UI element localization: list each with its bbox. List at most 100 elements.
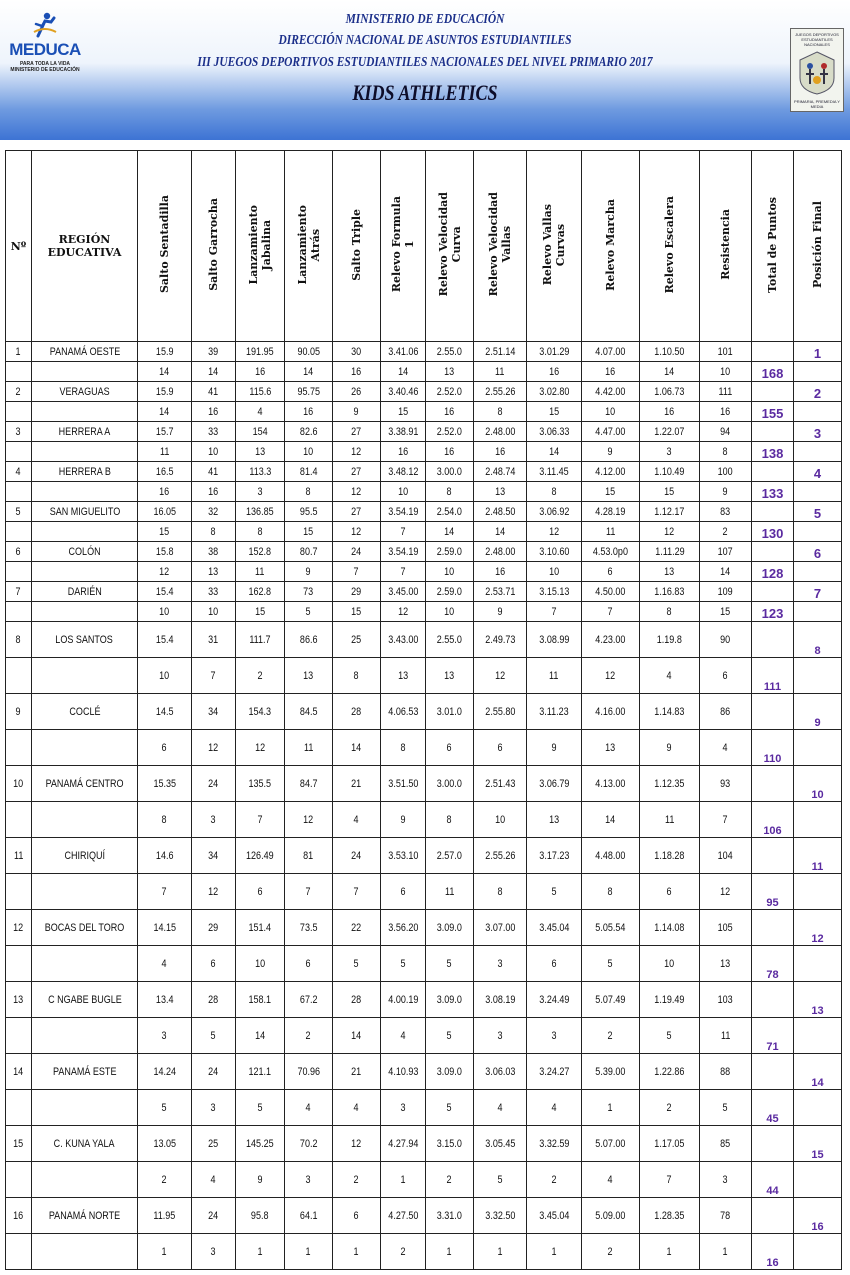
mark-cell: 84.7 <box>284 765 333 802</box>
points-cell: 6 <box>284 945 333 982</box>
points-cell: 13 <box>191 561 236 582</box>
mark-cell: 84.5 <box>284 693 333 730</box>
position-empty-cell <box>793 1161 842 1198</box>
points-cell: 13 <box>473 481 527 502</box>
mark-cell: 121.1 <box>235 1053 285 1090</box>
empty-cell <box>5 1017 32 1054</box>
mark-cell: 11.95 <box>137 1197 192 1234</box>
points-cell: 6 <box>380 873 426 910</box>
points-cell: 5 <box>526 873 582 910</box>
total-points: 155 <box>751 401 794 422</box>
mark-cell: 1.10.49 <box>639 461 700 482</box>
points-cell: 7 <box>699 801 752 838</box>
points-cell: 1 <box>699 1233 752 1270</box>
mark-cell: 3.24.27 <box>526 1053 582 1090</box>
points-row: 15 8 8 15 12 7 14 14 12 11 12 2 130 <box>5 521 842 542</box>
region-name: C NGABE BUGLE <box>31 981 138 1018</box>
region-name: COCLÉ <box>31 693 138 730</box>
mark-cell: 3.00.0 <box>425 765 474 802</box>
mark-cell: 3.41.06 <box>380 341 426 362</box>
points-cell: 5 <box>581 945 640 982</box>
points-cell: 4 <box>581 1161 640 1198</box>
points-cell: 5 <box>425 945 474 982</box>
points-cell: 6 <box>191 945 236 982</box>
points-row: 3 5 14 2 14 4 5 3 3 2 5 11 71 <box>5 1017 842 1054</box>
points-row: 8 3 7 12 4 9 8 10 13 14 11 7 106 <box>5 801 842 838</box>
region-number: 8 <box>5 621 32 658</box>
mark-cell: 29 <box>191 909 236 946</box>
points-row: 2 4 9 3 2 1 2 5 2 4 7 3 44 <box>5 1161 842 1198</box>
marks-row: 16 PANAMÁ NORTE 11.95 24 95.8 64.1 6 4.27.50 3.3… <box>5 1197 842 1234</box>
empty-cell <box>5 801 32 838</box>
mark-cell: 24 <box>191 1197 236 1234</box>
points-cell: 11 <box>639 801 700 838</box>
mark-cell: 111 <box>699 381 752 402</box>
mark-cell: 126.49 <box>235 837 285 874</box>
region-name: LOS SANTOS <box>31 621 138 658</box>
points-cell: 16 <box>137 481 192 502</box>
region-name: VERAGUAS <box>31 381 138 402</box>
points-cell: 3 <box>284 1161 333 1198</box>
marks-row: 8 LOS SANTOS 15.4 31 111.7 86.6 25 3.43.00 2.55.… <box>5 621 842 658</box>
empty-cell <box>5 561 32 582</box>
empty-cell <box>31 801 138 838</box>
points-cell: 10 <box>380 481 426 502</box>
points-cell: 12 <box>235 729 285 766</box>
points-cell: 10 <box>473 801 527 838</box>
region-name: PANAMÁ ESTE <box>31 1053 138 1090</box>
final-position: 5 <box>793 501 842 522</box>
region-number: 16 <box>5 1197 32 1234</box>
points-cell: 14 <box>137 361 192 382</box>
points-cell: 7 <box>639 1161 700 1198</box>
points-cell: 10 <box>284 441 333 462</box>
points-cell: 8 <box>425 481 474 502</box>
points-cell: 4 <box>526 1089 582 1126</box>
mark-cell: 95.5 <box>284 501 333 522</box>
col-header-total-puntos: Total de Puntos <box>751 150 794 342</box>
mark-cell: 4.12.00 <box>581 461 640 482</box>
points-row: 1 3 1 1 1 2 1 1 1 2 1 1 16 <box>5 1233 842 1270</box>
points-cell: 10 <box>526 561 582 582</box>
points-cell: 4 <box>473 1089 527 1126</box>
marks-row: 10 PANAMÁ CENTRO 15.35 24 135.5 84.7 21 3.51.50… <box>5 765 842 802</box>
final-position: 3 <box>793 421 842 442</box>
mark-cell: 1.12.17 <box>639 501 700 522</box>
region-number: 4 <box>5 461 32 482</box>
points-cell: 8 <box>332 657 381 694</box>
col-header-region: REGIÓN EDUCATIVA <box>31 150 138 342</box>
mark-cell: 2.55.0 <box>425 621 474 658</box>
empty-cell <box>5 729 32 766</box>
points-cell: 5 <box>425 1089 474 1126</box>
empty-cell <box>31 481 138 502</box>
points-cell: 4 <box>699 729 752 766</box>
points-cell: 1 <box>380 1161 426 1198</box>
mark-cell: 3.06.79 <box>526 765 582 802</box>
mark-cell: 4.07.00 <box>581 341 640 362</box>
region-number: 2 <box>5 381 32 402</box>
mark-cell: 13.05 <box>137 1125 192 1162</box>
region-number: 12 <box>5 909 32 946</box>
mark-cell: 16.05 <box>137 501 192 522</box>
mark-cell: 2.51.14 <box>473 341 527 362</box>
mark-cell: 2.55.80 <box>473 693 527 730</box>
mark-cell: 15.7 <box>137 421 192 442</box>
points-cell: 1 <box>639 1233 700 1270</box>
mark-cell: 3.51.50 <box>380 765 426 802</box>
points-cell: 14 <box>526 441 582 462</box>
col-header-relevo-velocidad-vallas: Relevo Velocidad Vallas <box>473 150 527 342</box>
mark-cell: 5.07.00 <box>581 1125 640 1162</box>
mark-cell: 2.48.50 <box>473 501 527 522</box>
mark-cell: 2.48.00 <box>473 421 527 442</box>
points-cell: 6 <box>639 873 700 910</box>
region-name: HERRERA A <box>31 421 138 442</box>
empty-cell <box>31 1233 138 1270</box>
total-points: 130 <box>751 521 794 542</box>
empty-cell <box>31 945 138 982</box>
position-empty-cell <box>793 401 842 422</box>
col-header-salto-sentadilla: Salto Sentadilla <box>137 150 192 342</box>
mark-cell: 24 <box>191 1053 236 1090</box>
empty-cell <box>5 1233 32 1270</box>
mark-cell: 70.2 <box>284 1125 333 1162</box>
mark-cell: 3.06.92 <box>526 501 582 522</box>
empty-cell <box>5 521 32 542</box>
